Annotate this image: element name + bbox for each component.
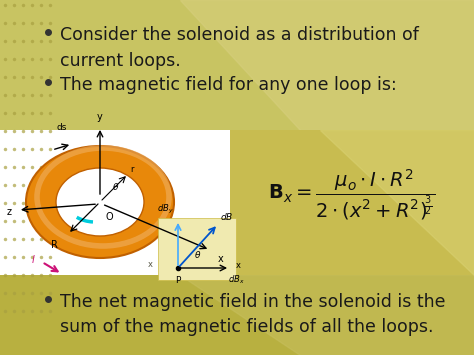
Text: P: P	[175, 276, 181, 285]
Text: $dB_x$: $dB_x$	[228, 273, 245, 285]
Text: x: x	[147, 260, 153, 269]
Text: Consider the solenoid as a distribution of: Consider the solenoid as a distribution …	[60, 26, 419, 44]
Text: The net magnetic field in the solenoid is the: The net magnetic field in the solenoid i…	[60, 293, 446, 311]
Text: y: y	[97, 112, 103, 122]
Polygon shape	[180, 0, 474, 130]
Text: $dB_y$: $dB_y$	[157, 203, 174, 216]
Text: sum of the magnetic fields of all the loops.: sum of the magnetic fields of all the lo…	[60, 318, 434, 336]
Text: r: r	[130, 165, 134, 174]
FancyBboxPatch shape	[158, 218, 236, 280]
Text: l: l	[31, 255, 34, 265]
Text: The magnetic field for any one loop is:: The magnetic field for any one loop is:	[60, 76, 397, 94]
Text: $\mathbf{B}_x = \dfrac{\mu_o \cdot I \cdot R^2}{2 \cdot \left(x^2 + R^2\right)^{: $\mathbf{B}_x = \dfrac{\mu_o \cdot I \cd…	[268, 168, 436, 222]
Text: x: x	[218, 254, 224, 264]
Text: ds: ds	[57, 123, 67, 132]
FancyBboxPatch shape	[0, 275, 474, 355]
Text: z: z	[7, 207, 12, 217]
FancyBboxPatch shape	[0, 130, 230, 275]
Polygon shape	[320, 130, 474, 275]
Text: r: r	[166, 237, 170, 246]
FancyBboxPatch shape	[0, 130, 474, 275]
Text: x: x	[236, 261, 241, 269]
Ellipse shape	[26, 146, 174, 258]
FancyBboxPatch shape	[230, 130, 474, 275]
FancyBboxPatch shape	[0, 0, 474, 130]
Text: $\theta$: $\theta$	[112, 180, 119, 191]
Text: current loops.: current loops.	[60, 52, 181, 70]
Polygon shape	[180, 275, 474, 355]
Text: $dB$: $dB$	[220, 211, 233, 222]
Text: R: R	[51, 240, 58, 250]
Ellipse shape	[56, 168, 144, 236]
Text: O: O	[106, 212, 114, 222]
Text: $\theta$: $\theta$	[194, 248, 201, 260]
